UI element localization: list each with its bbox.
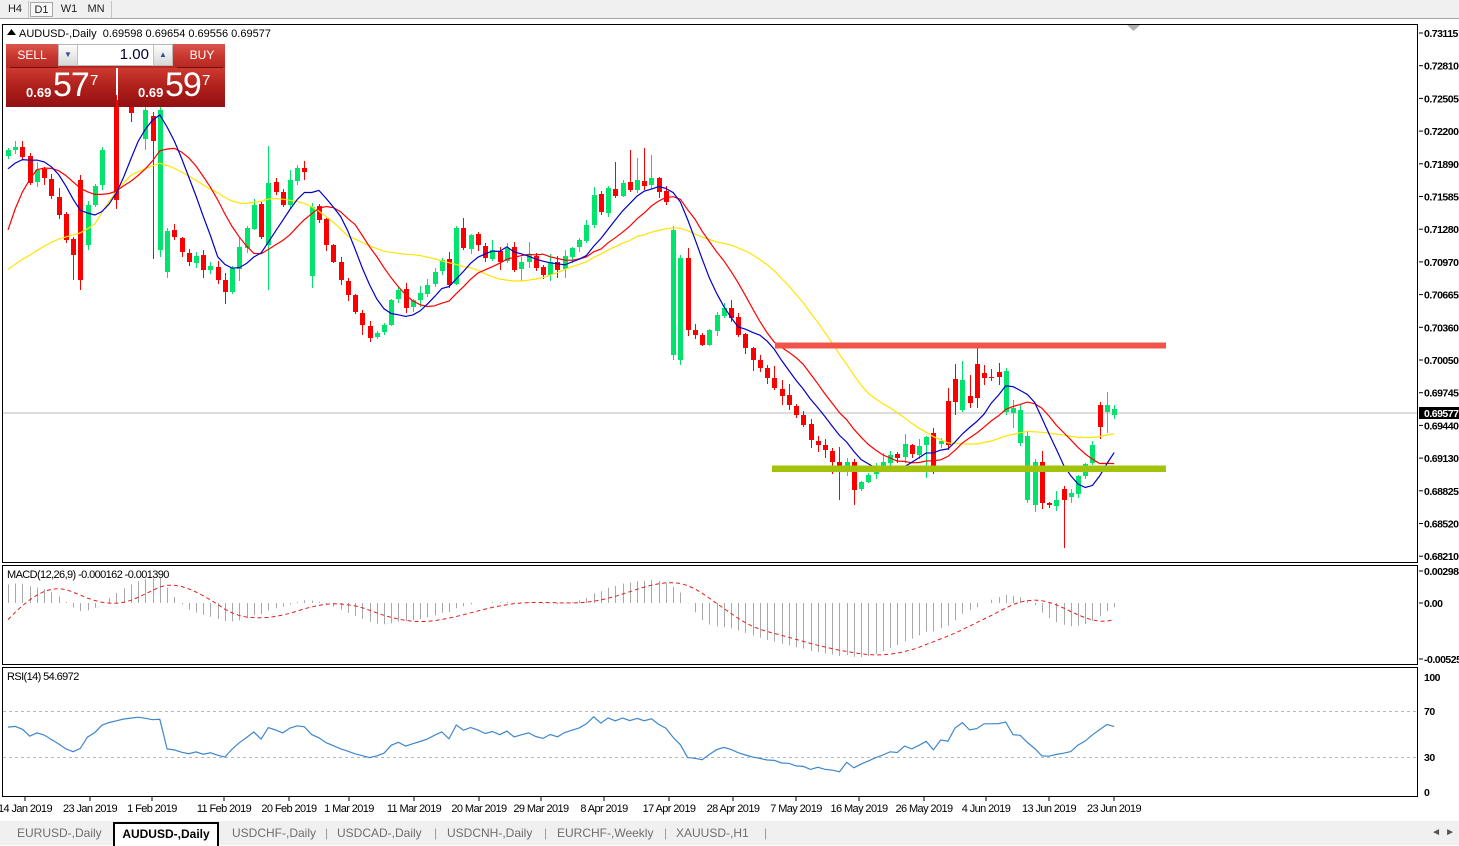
svg-text:0.00: 0.00 [1424, 598, 1443, 610]
svg-text:70: 70 [1424, 706, 1435, 718]
svg-text:0.72200: 0.72200 [1424, 126, 1459, 138]
svg-text:11 Mar 2019: 11 Mar 2019 [387, 803, 442, 815]
svg-text:0.70970: 0.70970 [1424, 257, 1459, 269]
svg-text:0.68825: 0.68825 [1424, 486, 1459, 498]
svg-text:14 Jan 2019: 14 Jan 2019 [0, 803, 52, 815]
svg-text:0.71585: 0.71585 [1424, 192, 1459, 204]
svg-text:20 Mar 2019: 20 Mar 2019 [451, 803, 507, 815]
svg-text:0.71890: 0.71890 [1424, 159, 1459, 171]
svg-text:4 Jun 2019: 4 Jun 2019 [962, 803, 1011, 815]
svg-text:-0.0052500: -0.0052500 [1424, 654, 1459, 666]
svg-text:MACD(12,26,9) -0.000162 -0.001: MACD(12,26,9) -0.000162 -0.001390 [7, 569, 169, 581]
svg-text:23 Jun 2019: 23 Jun 2019 [1087, 803, 1141, 815]
svg-text:0.73115: 0.73115 [1424, 28, 1459, 40]
svg-text:16 May 2019: 16 May 2019 [831, 803, 888, 815]
svg-text:11 Feb 2019: 11 Feb 2019 [197, 803, 252, 815]
svg-text:8 Apr 2019: 8 Apr 2019 [580, 803, 628, 815]
svg-text:0.68520: 0.68520 [1424, 519, 1459, 531]
svg-text:0.70360: 0.70360 [1424, 322, 1459, 334]
svg-text:0.72505: 0.72505 [1424, 93, 1459, 105]
svg-text:26 May 2019: 26 May 2019 [896, 803, 953, 815]
svg-text:1 Mar 2019: 1 Mar 2019 [324, 803, 374, 815]
svg-text:7 May 2019: 7 May 2019 [770, 803, 822, 815]
svg-text:0.002984: 0.002984 [1424, 566, 1459, 578]
svg-text:23 Jan 2019: 23 Jan 2019 [63, 803, 117, 815]
svg-text:17 Apr 2019: 17 Apr 2019 [643, 803, 696, 815]
svg-text:0.69577: 0.69577 [1424, 408, 1459, 420]
svg-text:100: 100 [1424, 672, 1441, 684]
svg-text:20 Feb 2019: 20 Feb 2019 [261, 803, 317, 815]
svg-text:30: 30 [1424, 752, 1435, 764]
svg-text:0.68210: 0.68210 [1424, 551, 1459, 563]
svg-text:0.69130: 0.69130 [1424, 453, 1459, 465]
svg-text:0: 0 [1424, 787, 1430, 799]
svg-text:0.71280: 0.71280 [1424, 224, 1459, 236]
svg-text:0.69440: 0.69440 [1424, 420, 1459, 432]
svg-text:1 Feb 2019: 1 Feb 2019 [127, 803, 177, 815]
svg-text:0.70665: 0.70665 [1424, 290, 1459, 302]
svg-text:28 Apr 2019: 28 Apr 2019 [707, 803, 760, 815]
svg-text:29 Mar 2019: 29 Mar 2019 [513, 803, 569, 815]
svg-text:13 Jun 2019: 13 Jun 2019 [1022, 803, 1076, 815]
svg-text:AUDUSD-,Daily 0.69598 0.69654: AUDUSD-,Daily 0.69598 0.69654 0.69556 0.… [19, 28, 271, 40]
svg-text:0.72810: 0.72810 [1424, 61, 1459, 73]
svg-text:RSI(14) 54.6972: RSI(14) 54.6972 [7, 671, 79, 683]
svg-text:0.70050: 0.70050 [1424, 355, 1459, 367]
svg-text:0.69745: 0.69745 [1424, 388, 1459, 400]
